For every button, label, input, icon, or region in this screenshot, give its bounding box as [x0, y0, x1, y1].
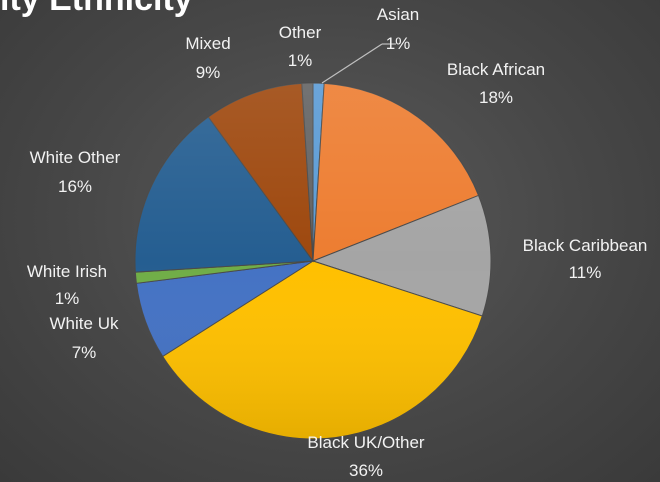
- label-black-uk-other-name: Black UK/Other: [307, 433, 424, 452]
- label-black-african-name: Black African: [447, 60, 545, 79]
- label-black-uk-other-value: 36%: [349, 461, 383, 480]
- label-black-caribbean: Black Caribbean 11%: [523, 236, 648, 282]
- label-white-uk: White Uk 7%: [50, 314, 119, 362]
- label-asian: Asian 1%: [377, 5, 420, 53]
- pie-slices: [134, 82, 492, 440]
- label-black-african: Black African 18%: [447, 60, 545, 107]
- label-white-other-value: 16%: [58, 177, 92, 196]
- label-mixed: Mixed 9%: [185, 34, 230, 82]
- label-asian-value: 1%: [386, 34, 411, 53]
- label-mixed-name: Mixed: [185, 34, 230, 53]
- label-black-uk-other: Black UK/Other 36%: [307, 433, 424, 480]
- label-white-irish-name: White Irish: [27, 262, 107, 281]
- label-black-african-value: 18%: [479, 88, 513, 107]
- asian-leader-line: [321, 43, 383, 84]
- label-white-uk-name: White Uk: [50, 314, 119, 333]
- label-white-other-name: White Other: [30, 148, 121, 167]
- label-other-value: 1%: [288, 51, 313, 70]
- label-black-caribbean-value: 11%: [569, 263, 602, 282]
- label-white-irish: White Irish 1%: [27, 262, 107, 308]
- label-black-caribbean-name: Black Caribbean: [523, 236, 648, 255]
- label-other: Other 1%: [279, 23, 322, 70]
- label-asian-name: Asian: [377, 5, 420, 24]
- label-white-other: White Other 16%: [30, 148, 121, 196]
- label-other-name: Other: [279, 23, 322, 42]
- label-white-uk-value: 7%: [72, 343, 97, 362]
- label-white-irish-value: 1%: [55, 289, 80, 308]
- label-mixed-value: 9%: [196, 63, 221, 82]
- chart-title: ity Ethnicity: [0, 0, 193, 18]
